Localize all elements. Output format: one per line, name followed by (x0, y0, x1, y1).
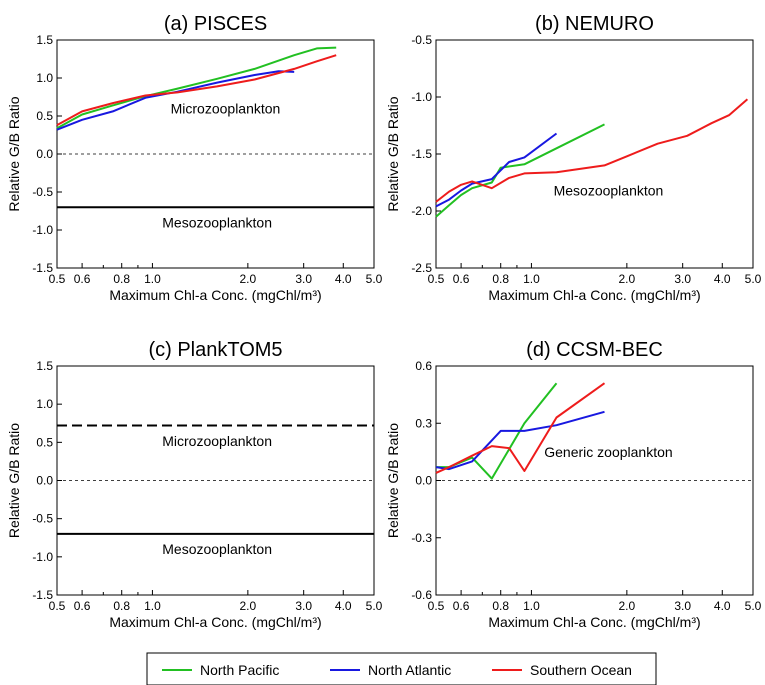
y-tick-label: -1.5 (411, 147, 432, 161)
y-tick-label: -1.0 (32, 550, 53, 564)
x-axis-label: Maximum Chl-a Conc. (mgChl/m³) (109, 287, 321, 303)
plot-frame (435, 39, 754, 269)
y-tick-label: 0.5 (36, 109, 53, 123)
series-line-southern-ocean (56, 54, 337, 126)
y-tick-label: -1.0 (32, 223, 53, 237)
x-tick-label: 1.0 (523, 599, 540, 613)
x-tick-label: 0.5 (49, 272, 66, 286)
panel-title: (b) NEMURO (535, 13, 654, 35)
x-tick-label: 0.6 (453, 599, 470, 613)
x-tick-label: 0.5 (428, 599, 445, 613)
x-tick-label: 0.6 (74, 272, 91, 286)
x-tick-label: 3.0 (295, 599, 312, 613)
legend-label: North Atlantic (368, 662, 451, 678)
x-tick-label: 0.6 (453, 272, 470, 286)
series-line-north-pacific (56, 46, 337, 130)
series-line-north-atlantic (435, 132, 558, 208)
annotation-label: Mesozooplankton (554, 182, 664, 198)
y-tick-label: 1.0 (36, 397, 53, 411)
y-tick-label: 0.5 (36, 435, 53, 449)
y-axis-label: Relative G/B Ratio (385, 96, 401, 211)
x-tick-label: 3.0 (674, 599, 691, 613)
x-tick-label: 2.0 (240, 272, 257, 286)
y-tick-label: 0.6 (415, 359, 432, 373)
x-tick-label: 5.0 (745, 599, 762, 613)
panel-b: (b) NEMURO 0.5 0.6 0.8 1.0 2.0 3.0 4.0 5.0 -2.5 -2… (385, 13, 762, 303)
y-tick-label: -2.0 (411, 204, 432, 218)
y-tick-label: -2.5 (411, 261, 432, 275)
x-tick-label: 1.0 (144, 272, 161, 286)
y-tick-label: 0.0 (36, 147, 53, 161)
y-tick-label: -1.0 (411, 90, 432, 104)
y-tick-label: 0.0 (36, 474, 53, 488)
series-line-southern-ocean (435, 98, 749, 203)
y-axis-label: Relative G/B Ratio (6, 423, 22, 538)
y-tick-label: -0.3 (411, 531, 432, 545)
x-tick-label: 5.0 (745, 272, 762, 286)
x-tick-label: 4.0 (335, 599, 352, 613)
x-tick-label: 4.0 (714, 272, 731, 286)
x-tick-label: 2.0 (619, 599, 636, 613)
annotation-label: Microzooplankton (171, 100, 281, 116)
y-tick-label: -0.5 (411, 33, 432, 47)
annotation-label: Generic zooplankton (544, 444, 672, 460)
x-tick-label: 4.0 (335, 272, 352, 286)
x-axis-label: Maximum Chl-a Conc. (mgChl/m³) (109, 614, 321, 630)
x-axis-label: Maximum Chl-a Conc. (mgChl/m³) (488, 287, 700, 303)
series-line-north-pacific (435, 123, 605, 218)
x-tick-label: 0.6 (74, 599, 91, 613)
legend-label: North Pacific (200, 662, 279, 678)
series-line-north-atlantic (435, 410, 605, 471)
x-tick-label: 5.0 (366, 272, 383, 286)
x-tick-label: 0.8 (492, 599, 509, 613)
y-tick-label: -0.6 (411, 588, 432, 602)
y-axis-label: Relative G/B Ratio (385, 423, 401, 538)
x-tick-label: 2.0 (619, 272, 636, 286)
y-tick-label: 1.5 (36, 33, 53, 47)
y-tick-label: 1.5 (36, 359, 53, 373)
y-axis-label: Relative G/B Ratio (6, 96, 22, 211)
x-tick-label: 0.5 (428, 272, 445, 286)
y-tick-label: -0.5 (32, 185, 53, 199)
x-tick-label: 5.0 (366, 599, 383, 613)
y-tick-label: 1.0 (36, 71, 53, 85)
panel-title: (d) CCSM-BEC (526, 339, 663, 361)
x-tick-label: 3.0 (295, 272, 312, 286)
x-tick-label: 0.8 (492, 272, 509, 286)
y-tick-label: -0.5 (32, 512, 53, 526)
series-line-southern-ocean (435, 382, 606, 474)
y-tick-label: -1.5 (32, 261, 53, 275)
x-tick-label: 1.0 (523, 272, 540, 286)
x-tick-label: 3.0 (674, 272, 691, 286)
x-tick-label: 0.8 (113, 272, 130, 286)
panel-c: (c) PlankTOM5 0.5 0.6 0.8 1.0 2.0 3.0 4.0 5.0 -1.… (6, 339, 383, 630)
x-tick-label: 0.8 (113, 599, 130, 613)
x-tick-label: 0.5 (49, 599, 66, 613)
annotation-label: Mesozooplankton (162, 214, 272, 230)
x-tick-label: 1.0 (144, 599, 161, 613)
panel-title: (a) PISCES (164, 13, 267, 35)
panel-title: (c) PlankTOM5 (148, 339, 282, 361)
annotation-label: Microzooplankton (162, 433, 272, 449)
y-tick-label: 0.0 (415, 474, 432, 488)
panel-a: (a) PISCES 0.5 0.6 0.8 1.0 2.0 3.0 4.0 5.0 -1.5 -1… (6, 13, 383, 303)
panel-d: (d) CCSM-BEC 0.5 0.6 0.8 1.0 2.0 3.0 4.0 5.0 -0.6… (385, 339, 762, 630)
y-tick-label: -1.5 (32, 588, 53, 602)
y-tick-label: 0.3 (415, 416, 432, 430)
x-tick-label: 2.0 (240, 599, 257, 613)
x-tick-label: 4.0 (714, 599, 731, 613)
annotation-label: Mesozooplankton (162, 541, 272, 557)
legend-label: Southern Ocean (530, 662, 632, 678)
legend: North Pacific North Atlantic Southern Ocea… (146, 652, 657, 685)
legend-frame (146, 652, 657, 685)
x-axis-label: Maximum Chl-a Conc. (mgChl/m³) (488, 614, 700, 630)
